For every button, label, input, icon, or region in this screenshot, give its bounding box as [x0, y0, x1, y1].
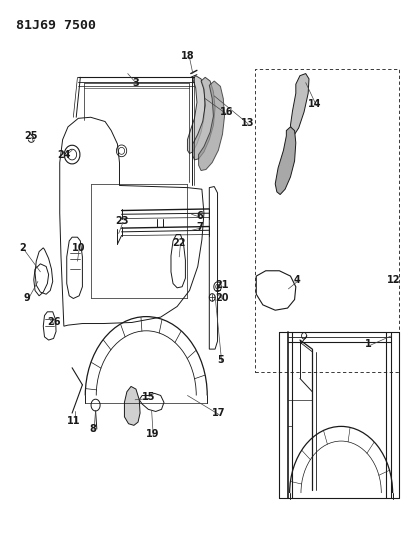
- Text: 81J69 7500: 81J69 7500: [16, 19, 96, 31]
- Text: 20: 20: [216, 294, 229, 303]
- Text: 16: 16: [220, 107, 233, 117]
- Polygon shape: [193, 77, 215, 160]
- Text: 17: 17: [212, 408, 225, 418]
- Polygon shape: [275, 127, 296, 195]
- Text: 26: 26: [47, 318, 60, 327]
- Text: 19: 19: [146, 430, 159, 439]
- Text: 10: 10: [72, 243, 85, 253]
- Text: 25: 25: [24, 131, 37, 141]
- Text: 21: 21: [216, 280, 229, 290]
- Text: 1: 1: [365, 339, 372, 349]
- Text: 3: 3: [133, 78, 139, 87]
- Text: 13: 13: [241, 118, 254, 127]
- Polygon shape: [199, 81, 225, 171]
- Text: 5: 5: [217, 355, 224, 365]
- Text: 24: 24: [57, 150, 70, 159]
- Text: 7: 7: [197, 222, 203, 231]
- Text: 22: 22: [173, 238, 186, 247]
- Text: 15: 15: [142, 392, 155, 402]
- Text: 18: 18: [180, 51, 194, 61]
- Text: 6: 6: [197, 211, 203, 221]
- Text: 2: 2: [19, 243, 26, 253]
- Text: 12: 12: [387, 275, 400, 285]
- Polygon shape: [290, 74, 309, 134]
- Polygon shape: [124, 386, 140, 425]
- Text: 23: 23: [115, 216, 128, 226]
- Text: 14: 14: [309, 99, 322, 109]
- Text: 11: 11: [68, 416, 81, 426]
- Text: 9: 9: [23, 294, 30, 303]
- Polygon shape: [187, 76, 205, 154]
- Text: 4: 4: [293, 275, 300, 285]
- Text: 8: 8: [89, 424, 96, 434]
